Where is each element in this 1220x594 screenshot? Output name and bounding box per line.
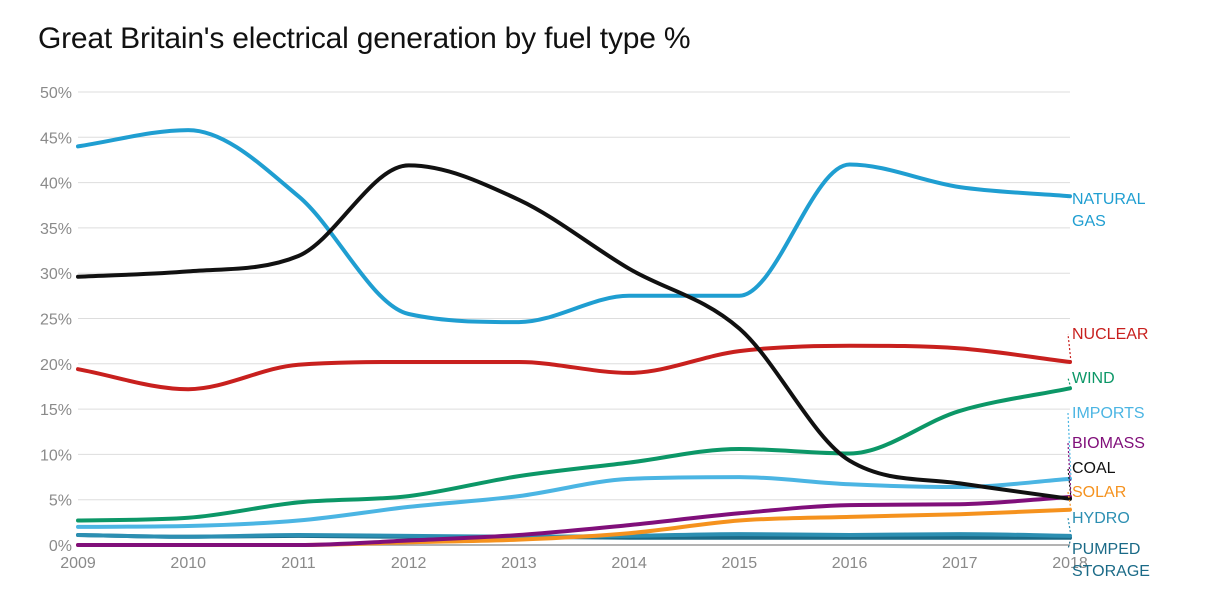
leader-line-solar [1067,491,1072,510]
leader-line-nuclear [1067,333,1072,363]
leader-line-hydro [1067,517,1072,537]
y-tick-label: 0% [49,538,72,555]
leader-line-pumped-storage [1067,537,1072,550]
x-tick-label: 2018 [1052,555,1088,572]
y-tick-label: 40% [40,176,72,193]
series-line-natural-gas [76,128,1072,325]
series-line-biomass [76,495,1072,548]
leader-line-imports [1067,412,1072,479]
x-tick-label: 2012 [391,555,427,572]
y-tick-label: 35% [40,221,72,238]
y-tick-label: 30% [40,266,72,283]
leader-line-wind [1067,377,1072,389]
x-tick-label: 2011 [281,555,316,572]
series-label-pumped-storage: STORAGE [1072,563,1150,580]
series-line-nuclear [76,343,1072,392]
series-line-imports [76,475,1072,529]
series-label-natural-gas: NATURAL [1072,191,1146,208]
x-tick-label: 2016 [832,555,868,572]
series-label-natural-gas: GAS [1072,213,1106,230]
y-tick-label: 15% [40,402,72,419]
y-tick-label: 50% [40,85,72,102]
series-label-wind: WIND [1072,370,1115,387]
x-axis: 2009 2010 2011 2012 2013 2014 2015 2016 2017 2018 [60,555,1088,572]
leader-line-coal [1067,467,1072,499]
y-tick-label: 5% [49,493,72,510]
x-tick-label: 2014 [611,555,647,572]
y-tick-label: 45% [40,130,72,147]
series-line-wind [76,386,1072,523]
leader-line-biomass [1067,442,1072,498]
series-label-pumped-storage: PUMPED [1072,541,1140,558]
series-label-imports: IMPORTS [1072,405,1145,422]
y-tick-label: 10% [40,447,72,464]
series-line-coal [76,163,1072,501]
series-label-nuclear: NUCLEAR [1072,326,1148,343]
x-tick-label: 2009 [60,555,96,572]
series-label-solar: SOLAR [1072,484,1126,501]
leader-line-natural-gas [1067,195,1072,200]
chart-title: Great Britain's electrical generation by… [38,22,691,55]
series-label-coal: COAL [1072,460,1116,477]
y-axis: 0% 5% 10% 15% 20% 25% 30% 35% 40% 45% 50% [40,85,72,555]
x-tick-label: 2010 [170,555,206,572]
series-lines [76,128,1072,548]
y-tick-label: 20% [40,357,72,374]
x-tick-label: 2015 [722,555,758,572]
gridlines [78,91,1070,546]
x-tick-label: 2013 [501,555,537,572]
x-tick-label: 2017 [942,555,978,572]
series-labels: NATURAL GAS NUCLEAR WIND IMPORTS BIOMASS COAL S… [1067,191,1150,580]
series-label-biomass: BIOMASS [1072,435,1145,452]
series-label-hydro: HYDRO [1072,510,1130,527]
y-tick-label: 25% [40,312,72,329]
